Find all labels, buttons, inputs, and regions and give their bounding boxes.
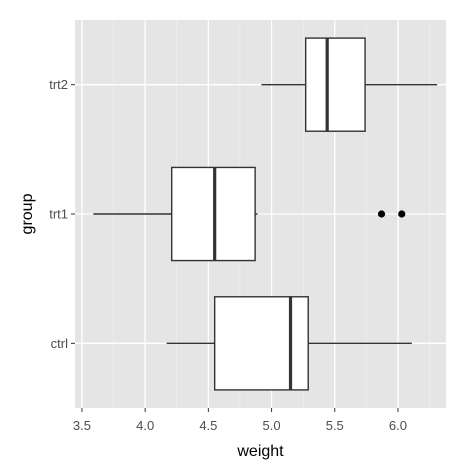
x-axis-title: weight bbox=[236, 443, 284, 460]
x-tick-label: 5.0 bbox=[263, 418, 281, 433]
y-tick-label: trt1 bbox=[49, 207, 68, 222]
y-tick-label: trt2 bbox=[49, 77, 68, 92]
y-tick-label: ctrl bbox=[51, 336, 68, 351]
outlier-point-trt1 bbox=[377, 210, 386, 218]
x-tick-label: 3.5 bbox=[73, 418, 91, 433]
outlier-point-trt1 bbox=[398, 210, 406, 218]
box-trt2 bbox=[304, 37, 366, 132]
y-axis-title: group bbox=[19, 193, 36, 234]
box-ctrl bbox=[213, 296, 309, 391]
x-tick-label: 6.0 bbox=[389, 418, 407, 433]
x-tick-label: 4.5 bbox=[199, 418, 217, 433]
axes: 3.5 4.0 4.5 5.0 5.5 6.0 ctrl trt1 trt2 bbox=[49, 77, 407, 433]
x-tick-label: 5.5 bbox=[326, 418, 344, 433]
x-tick-label: 4.0 bbox=[136, 418, 154, 433]
box-group bbox=[93, 37, 438, 391]
